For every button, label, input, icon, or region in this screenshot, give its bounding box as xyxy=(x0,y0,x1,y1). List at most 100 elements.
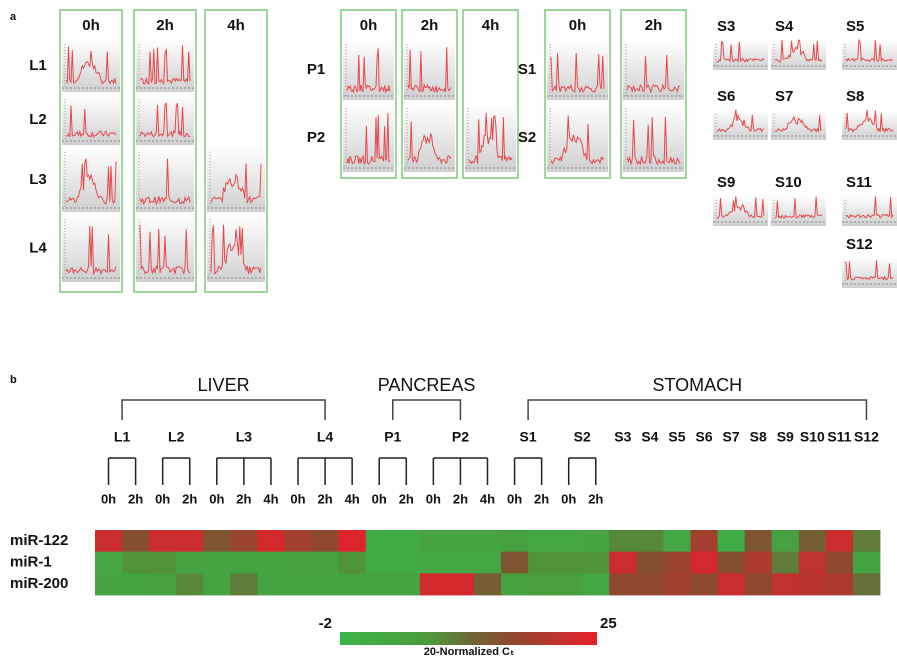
heatmap-cell xyxy=(718,530,745,552)
time-label: 2h xyxy=(182,491,197,506)
sample-label: S9 xyxy=(777,429,794,445)
time-label: 0h xyxy=(372,491,387,506)
heatmap-cell xyxy=(393,552,420,574)
heatmap-cell xyxy=(745,530,772,552)
column-header: 4h xyxy=(227,17,245,34)
heatmap-cell xyxy=(176,530,203,552)
heatmap-cell xyxy=(149,552,176,574)
heatmap-cell xyxy=(609,573,636,595)
heatmap-cell xyxy=(528,552,555,574)
heatmap-cell xyxy=(826,530,853,552)
heatmap-cell xyxy=(772,552,799,574)
heatmap-cell xyxy=(555,573,582,595)
row-label: L3 xyxy=(29,171,47,188)
heatmap-cell xyxy=(501,552,528,574)
column-header: 0h xyxy=(569,17,587,34)
tissue-bracket xyxy=(122,400,325,420)
heatmap-cell xyxy=(393,573,420,595)
heatmap-cell xyxy=(257,552,284,574)
heatmap-cell xyxy=(799,573,826,595)
heatmap-cell xyxy=(853,573,880,595)
heatmap-cell xyxy=(312,530,339,552)
heatmap-cell xyxy=(636,530,663,552)
sample-label: S3 xyxy=(614,429,631,445)
heatmap-cell xyxy=(799,552,826,574)
colorbar-label: 20-Normalized Cₜ xyxy=(424,646,514,658)
panel-label: a xyxy=(10,11,17,23)
heatmap-cell xyxy=(447,573,474,595)
heatmap-cell xyxy=(122,530,149,552)
heatmap-cell xyxy=(393,530,420,552)
sample-label: S12 xyxy=(846,236,873,253)
row-label: L2 xyxy=(29,111,47,128)
heatmap-cell xyxy=(366,573,393,595)
heatmap-cell xyxy=(420,530,447,552)
heatmap-cell xyxy=(853,552,880,574)
heatmap-cell xyxy=(474,573,501,595)
time-label: 0h xyxy=(209,491,224,506)
heatmap-cell xyxy=(149,573,176,595)
heatmap-cell xyxy=(582,552,609,574)
page: { "panel_a": { "label": "a", "groups": [… xyxy=(0,0,897,660)
heatmap-cell xyxy=(745,573,772,595)
sample-label: S8 xyxy=(846,88,864,105)
heatmap-cell xyxy=(339,573,366,595)
tissue-label: STOMACH xyxy=(652,375,742,395)
heatmap-cell xyxy=(555,552,582,574)
heatmap-cell xyxy=(230,530,257,552)
sample-label: S1 xyxy=(520,429,537,445)
heatmap-cell xyxy=(691,530,718,552)
column-header: 2h xyxy=(156,17,174,34)
time-label: 2h xyxy=(399,491,414,506)
heatmap-cell xyxy=(772,530,799,552)
heatmap-cell xyxy=(718,573,745,595)
heatmap-cell xyxy=(609,552,636,574)
heatmap-cell xyxy=(663,552,690,574)
heatmap-cell xyxy=(447,552,474,574)
sample-label: S3 xyxy=(717,18,735,35)
time-label: 0h xyxy=(290,491,305,506)
heatmap-cell xyxy=(366,530,393,552)
heatmap-cell xyxy=(474,552,501,574)
time-label: 0h xyxy=(101,491,116,506)
row-label: P1 xyxy=(307,61,325,78)
colorbar-min: -2 xyxy=(319,615,332,632)
sample-label: S11 xyxy=(827,429,851,445)
sample-label: S11 xyxy=(846,174,872,191)
row-label: S2 xyxy=(518,129,536,146)
sample-label: S12 xyxy=(854,429,879,445)
heatmap-cell xyxy=(284,530,311,552)
colorbar-max: 25 xyxy=(600,615,617,632)
sample-label: S7 xyxy=(775,88,793,105)
heatmap-cell xyxy=(284,573,311,595)
heatmap-cell xyxy=(284,552,311,574)
time-label: 2h xyxy=(128,491,143,506)
row-label: S1 xyxy=(518,61,536,78)
column-header: 2h xyxy=(421,17,439,34)
row-label: L1 xyxy=(29,57,47,74)
sample-label: L3 xyxy=(236,429,253,445)
time-label: 0h xyxy=(561,491,576,506)
column-header: 2h xyxy=(645,17,663,34)
heatmap-cell xyxy=(420,552,447,574)
time-label: 4h xyxy=(480,491,495,506)
heatmap-cell xyxy=(95,573,122,595)
sample-label: S7 xyxy=(723,429,740,445)
heatmap-cell xyxy=(203,530,230,552)
heatmap-cell xyxy=(257,530,284,552)
heatmap-cell xyxy=(339,530,366,552)
heatmap-cell xyxy=(366,552,393,574)
trace-thumbnail xyxy=(62,215,120,282)
heatmap-cell xyxy=(772,573,799,595)
heatmap-cell xyxy=(745,552,772,574)
row-label: miR-1 xyxy=(10,553,52,570)
trace-thumbnail xyxy=(62,40,120,92)
time-label: 4h xyxy=(345,491,360,506)
sample-label: S4 xyxy=(775,18,794,35)
time-label: 2h xyxy=(588,491,603,506)
heatmap-cell xyxy=(230,552,257,574)
heatmap-cell xyxy=(501,530,528,552)
heatmap-cell xyxy=(691,573,718,595)
sample-label: L4 xyxy=(317,429,334,445)
tissue-bracket xyxy=(528,400,866,420)
